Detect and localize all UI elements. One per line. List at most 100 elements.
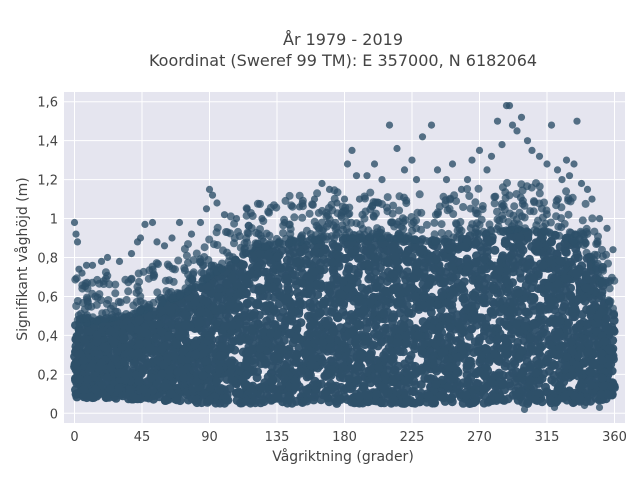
- data-point: [318, 337, 328, 347]
- data-point: [261, 306, 271, 316]
- data-point: [372, 355, 382, 365]
- data-point: [78, 356, 88, 365]
- data-point: [269, 320, 279, 329]
- data-point: [581, 283, 591, 293]
- data-point: [341, 310, 351, 320]
- data-point: [490, 307, 500, 317]
- data-point: [92, 330, 102, 340]
- data-point: [578, 216, 587, 225]
- data-point: [274, 238, 283, 247]
- outlier-point: [378, 176, 386, 184]
- outlier-point: [295, 203, 304, 211]
- data-point: [104, 296, 113, 304]
- data-point: [202, 296, 212, 306]
- data-point: [370, 261, 380, 271]
- data-point: [596, 389, 606, 399]
- data-point: [544, 252, 554, 262]
- outlier-point: [318, 179, 326, 188]
- data-point: [514, 288, 524, 298]
- data-point: [109, 337, 119, 347]
- data-point: [573, 295, 583, 305]
- data-point: [305, 329, 315, 338]
- data-point: [446, 252, 456, 262]
- data-point: [395, 298, 405, 308]
- data-point: [343, 264, 353, 274]
- data-point: [248, 388, 258, 397]
- data-point: [373, 374, 383, 384]
- data-point: [459, 354, 469, 363]
- data-point: [383, 193, 392, 202]
- data-point: [342, 395, 352, 404]
- data-point: [478, 205, 487, 214]
- data-point: [526, 360, 536, 370]
- data-point: [280, 360, 289, 370]
- data-point: [376, 228, 384, 237]
- data-point: [491, 192, 500, 201]
- data-point: [349, 296, 359, 306]
- data-point: [302, 385, 312, 395]
- data-point: [366, 297, 375, 307]
- data-point: [300, 348, 310, 358]
- data-point: [523, 261, 533, 271]
- data-point: [455, 230, 464, 239]
- data-point: [319, 232, 328, 241]
- data-point: [309, 319, 319, 328]
- data-point: [348, 326, 358, 336]
- data-point: [499, 317, 509, 327]
- data-point: [195, 257, 204, 266]
- data-point: [436, 337, 446, 347]
- data-point: [592, 240, 601, 248]
- data-point: [198, 349, 208, 359]
- outlier-point: [243, 205, 251, 213]
- outlier-point: [127, 250, 136, 258]
- data-point: [490, 199, 499, 208]
- data-point: [440, 277, 449, 287]
- outlier-point: [385, 121, 394, 129]
- data-point: [227, 375, 237, 385]
- data-point: [508, 222, 516, 231]
- data-point: [232, 279, 242, 289]
- data-point: [366, 378, 376, 388]
- data-point: [577, 310, 587, 319]
- data-point: [577, 348, 587, 358]
- data-point: [366, 272, 376, 282]
- data-point: [596, 349, 606, 358]
- data-point: [387, 355, 396, 365]
- data-point: [582, 393, 592, 403]
- outlier-point: [352, 172, 361, 180]
- data-point: [388, 316, 397, 326]
- data-point: [533, 335, 543, 345]
- outlier-point: [493, 117, 502, 125]
- data-point: [593, 313, 603, 322]
- data-point: [581, 239, 590, 248]
- data-point: [132, 288, 141, 297]
- data-point: [597, 373, 607, 383]
- data-point: [413, 258, 423, 268]
- data-point: [447, 335, 457, 345]
- data-point: [539, 369, 549, 379]
- data-point: [376, 397, 386, 407]
- data-point: [180, 310, 190, 320]
- data-point: [431, 379, 441, 389]
- data-point: [202, 281, 212, 291]
- data-point: [555, 231, 564, 240]
- data-point: [160, 314, 170, 324]
- data-point: [374, 363, 384, 372]
- data-point: [403, 245, 413, 255]
- data-point: [114, 383, 124, 393]
- data-point: [529, 273, 539, 283]
- data-point: [216, 304, 226, 313]
- data-point: [525, 375, 535, 385]
- data-point: [490, 245, 500, 255]
- data-point: [341, 253, 351, 263]
- data-point: [313, 290, 323, 300]
- outlier-point: [408, 156, 416, 164]
- outlier-point: [517, 113, 526, 121]
- data-point: [282, 255, 292, 265]
- data-point: [133, 282, 142, 291]
- data-point: [242, 277, 252, 287]
- data-point: [344, 381, 354, 391]
- data-point: [295, 366, 305, 376]
- data-point: [253, 199, 262, 208]
- data-point: [325, 215, 334, 224]
